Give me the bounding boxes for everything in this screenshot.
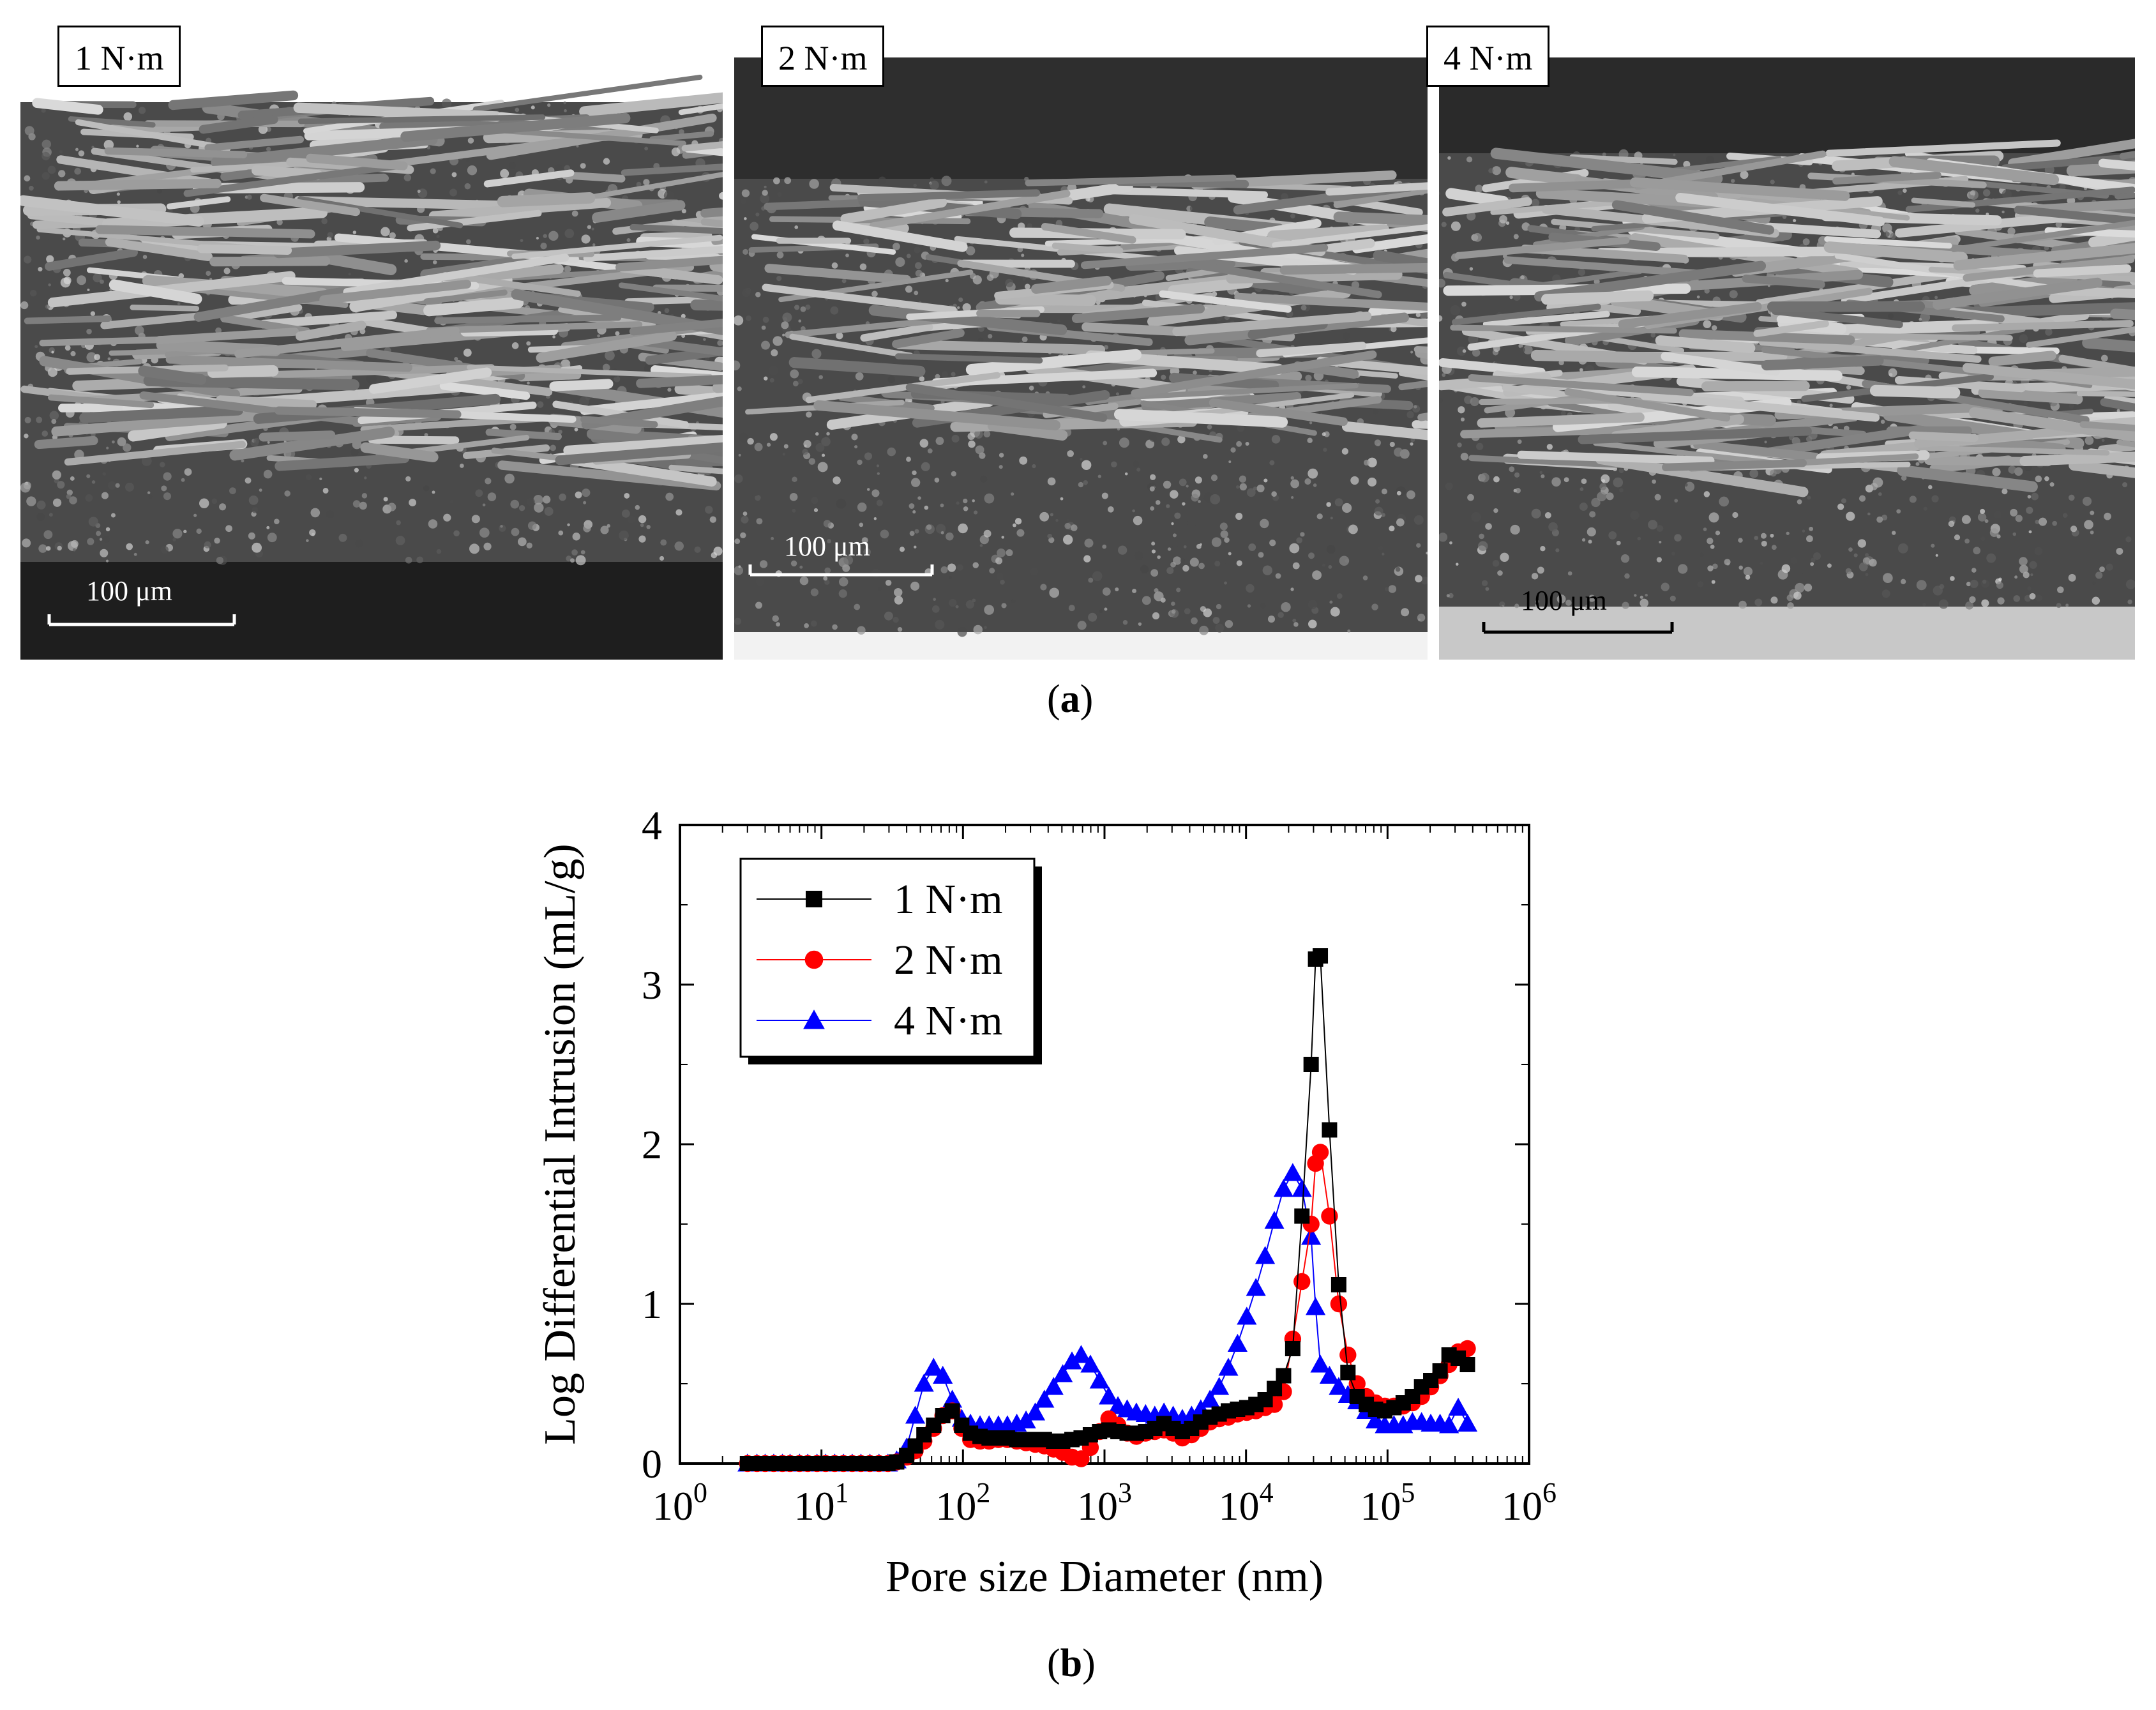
sem-2-texture	[734, 57, 1428, 660]
data-point	[1264, 1211, 1285, 1229]
data-point	[1432, 1363, 1448, 1379]
sem-label-1: 1 N·m	[57, 26, 181, 87]
sem-image-3	[1439, 57, 2135, 660]
legend-marker	[804, 950, 824, 969]
legend-label: 2 N·m	[894, 937, 1002, 983]
sem-image-2	[734, 57, 1428, 660]
data-point	[1303, 1057, 1319, 1072]
y-tick-label: 1	[642, 1282, 662, 1327]
data-point	[1285, 1341, 1300, 1356]
data-point	[1071, 1345, 1092, 1363]
legend-marker	[803, 1010, 825, 1029]
scale-bar-label-2: 100 μm	[784, 531, 870, 562]
legend-label: 4 N·m	[894, 997, 1002, 1044]
data-point	[1209, 1377, 1230, 1395]
x-tick-label: 100	[652, 1477, 707, 1529]
data-point	[1330, 1295, 1348, 1313]
data-point	[1294, 1208, 1310, 1224]
data-point	[1034, 1389, 1055, 1408]
y-tick-label: 3	[642, 962, 662, 1008]
scale-bar-label-1: 100 μm	[86, 575, 172, 607]
y-tick-label: 0	[642, 1441, 662, 1487]
data-point	[1439, 1415, 1459, 1434]
data-point	[1283, 1163, 1303, 1181]
y-tick-label: 2	[642, 1122, 662, 1167]
data-point	[1200, 1389, 1220, 1408]
data-point	[942, 1389, 963, 1408]
sem-1-texture	[20, 57, 723, 660]
data-point	[933, 1365, 953, 1384]
data-point	[1276, 1368, 1292, 1384]
scale-bar-label-3: 100 μm	[1521, 585, 1607, 616]
data-point	[1073, 1450, 1090, 1467]
data-point	[1310, 1354, 1331, 1373]
data-point	[1339, 1346, 1357, 1364]
sem-3-texture	[1439, 57, 2135, 660]
data-point	[1313, 948, 1329, 964]
data-point	[1043, 1377, 1064, 1395]
y-axis-label: Log Differential Intrusion (mL/g)	[536, 844, 585, 1445]
data-point	[1322, 1122, 1338, 1138]
data-point	[923, 1358, 944, 1376]
data-point	[1273, 1179, 1294, 1197]
data-point	[1340, 1365, 1356, 1381]
data-point	[1227, 1333, 1248, 1352]
data-point	[1025, 1402, 1046, 1421]
sem-image-1	[20, 57, 723, 660]
data-point	[1331, 1277, 1346, 1292]
sem-label-3: 4 N·m	[1426, 26, 1550, 87]
x-tick-label: 103	[1077, 1477, 1132, 1529]
data-point	[1053, 1364, 1073, 1382]
legend-marker	[806, 891, 822, 907]
data-point	[1099, 1386, 1119, 1405]
data-point	[905, 1405, 926, 1424]
panel-b-caption: (b)	[1047, 1642, 1096, 1685]
data-point	[1293, 1273, 1311, 1290]
data-point	[1292, 1179, 1312, 1197]
series-1	[739, 948, 1475, 1471]
panel-a-caption: (a)	[1047, 677, 1094, 721]
data-point	[1305, 1297, 1326, 1315]
data-point	[944, 1403, 960, 1419]
data-point	[1080, 1354, 1101, 1373]
data-point	[1089, 1370, 1110, 1389]
data-point	[1237, 1306, 1257, 1325]
x-axis-label: Pore size Diameter (nm)	[886, 1552, 1323, 1601]
sem-label-2: 2 N·m	[761, 26, 885, 87]
data-point	[1459, 1357, 1475, 1372]
data-point	[1311, 1144, 1329, 1161]
data-point	[1218, 1358, 1239, 1376]
data-point	[1329, 1377, 1349, 1395]
data-point	[1301, 1227, 1322, 1245]
x-tick-label: 106	[1502, 1477, 1557, 1529]
data-point	[1255, 1246, 1276, 1264]
x-tick-label: 105	[1360, 1477, 1415, 1529]
data-point	[1321, 1207, 1338, 1225]
data-point	[1246, 1278, 1266, 1296]
x-tick-label: 102	[935, 1477, 990, 1529]
data-point	[1062, 1351, 1082, 1370]
y-tick-label: 4	[642, 803, 662, 848]
data-point	[1457, 1413, 1478, 1432]
data-point	[1448, 1397, 1468, 1416]
x-tick-label: 104	[1219, 1477, 1274, 1529]
x-tick-label: 101	[794, 1477, 849, 1529]
data-point	[1319, 1365, 1340, 1384]
data-point	[914, 1373, 934, 1392]
legend-label: 1 N·m	[894, 876, 1002, 923]
legend-box	[739, 858, 1036, 1058]
